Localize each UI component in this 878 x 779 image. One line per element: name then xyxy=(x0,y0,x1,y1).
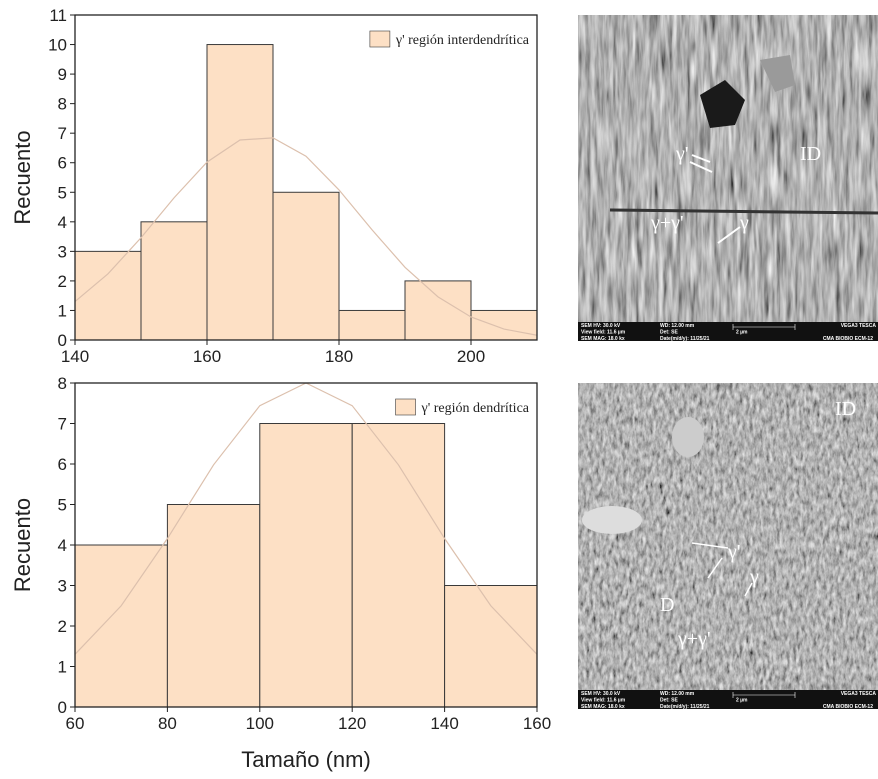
info-text: Det: SE xyxy=(660,330,678,336)
particle xyxy=(760,55,795,92)
phase-label: γ xyxy=(749,566,759,588)
info-text: View field: 11.6 µm xyxy=(581,698,626,704)
y-tick-label: 4 xyxy=(58,536,67,555)
phase-label: γ+γ' xyxy=(650,212,684,234)
legend-label: γ' región dendrítica xyxy=(421,401,530,416)
legend-swatch xyxy=(369,30,391,48)
x-tick-label: 60 xyxy=(66,714,85,733)
info-text: WD: 12.00 mm xyxy=(660,323,695,329)
info-text: VEGA3 TESCA xyxy=(841,691,877,697)
scratch xyxy=(609,208,878,215)
phase-label: ID xyxy=(800,143,821,165)
bar xyxy=(338,309,406,341)
bar xyxy=(470,309,538,341)
info-text: SEM HV: 30.0 kV xyxy=(581,323,621,329)
info-text: WD: 12.00 mm xyxy=(660,691,695,697)
bar xyxy=(166,504,261,708)
info-bar xyxy=(578,322,878,341)
x-tick-label: 140 xyxy=(61,347,89,366)
info-text: Date(m/d/y): 11/25/21 xyxy=(660,336,710,342)
bar xyxy=(259,423,353,708)
y-tick-label: 6 xyxy=(58,154,67,173)
sem-image-bottom xyxy=(578,383,878,709)
bar xyxy=(74,544,168,708)
info-text: SEM MAG: 18.0 kx xyxy=(581,336,625,342)
x-tick-label: 80 xyxy=(158,714,177,733)
bar xyxy=(74,250,142,341)
particle xyxy=(672,417,704,457)
bar xyxy=(272,191,340,341)
y-tick-label: 0 xyxy=(58,331,67,350)
y-tick-label: 4 xyxy=(58,213,67,232)
phase-label: γ' xyxy=(727,541,740,563)
y-tick-label: 3 xyxy=(58,577,67,596)
particle xyxy=(582,506,642,534)
bar xyxy=(351,423,446,708)
plot-frame xyxy=(74,14,538,341)
bar xyxy=(444,585,538,708)
info-text: 2 µm xyxy=(736,698,748,704)
info-text: CMA BIOBIO ECM-12 xyxy=(823,336,873,342)
phase-label: γ+γ' xyxy=(677,628,711,650)
legend-label: γ' región interdendrítica xyxy=(395,33,530,48)
phase-label: γ' xyxy=(675,143,688,165)
info-text: VEGA3 TESCA xyxy=(841,323,877,329)
y-tick-label: 11 xyxy=(49,6,67,25)
x-tick-label: 160 xyxy=(523,714,551,733)
info-bar xyxy=(578,690,878,709)
arrows xyxy=(689,154,741,244)
info-text: SEM HV: 30.0 kV xyxy=(581,691,621,697)
scale-bar xyxy=(732,324,796,330)
y-tick-label: 8 xyxy=(58,374,67,393)
phase-label: D xyxy=(660,594,674,616)
y-tick-label: 5 xyxy=(58,496,67,515)
bar xyxy=(140,221,208,341)
micrograph xyxy=(578,383,878,691)
y-tick-label: 0 xyxy=(58,698,67,717)
x-tick-label: 100 xyxy=(246,714,274,733)
y-tick-label: 1 xyxy=(58,301,67,320)
info-text: CMA BIOBIO ECM-12 xyxy=(823,704,873,710)
info-text: View field: 11.6 µm xyxy=(581,330,626,336)
info-text: 2 µm xyxy=(736,330,748,336)
y-tick-label: 7 xyxy=(58,124,67,143)
y-tick-label: 10 xyxy=(48,36,67,55)
x-tick-label: 160 xyxy=(193,347,221,366)
x-axis-label: Tamaño (nm) xyxy=(241,747,371,772)
y-tick-label: 9 xyxy=(58,65,67,84)
x-tick-label: 200 xyxy=(457,347,485,366)
y-axis-label: Recuento xyxy=(10,498,35,592)
fit-curve xyxy=(74,137,538,336)
y-tick-label: 2 xyxy=(58,272,67,291)
arrows xyxy=(691,542,753,597)
phase-label: ID xyxy=(835,398,856,420)
bar xyxy=(206,44,274,341)
y-tick-label: 5 xyxy=(58,183,67,202)
info-text: Det: SE xyxy=(660,698,678,704)
y-axis-label: Recuento xyxy=(10,130,35,224)
scale-bar xyxy=(732,692,796,698)
phase-label: γ xyxy=(739,212,749,234)
x-tick-label: 120 xyxy=(338,714,366,733)
info-text: Date(m/d/y): 11/25/21 xyxy=(660,704,710,710)
x-tick-label: 180 xyxy=(325,347,353,366)
legend-swatch xyxy=(395,398,416,416)
particle xyxy=(700,80,745,128)
sem-image-top xyxy=(578,15,878,341)
micrograph xyxy=(578,15,878,323)
y-tick-label: 1 xyxy=(58,658,67,677)
y-tick-label: 2 xyxy=(58,617,67,636)
y-tick-label: 7 xyxy=(58,415,67,434)
info-text: SEM MAG: 18.0 kx xyxy=(581,704,625,710)
y-tick-label: 6 xyxy=(58,455,67,474)
x-tick-label: 140 xyxy=(430,714,458,733)
y-tick-label: 3 xyxy=(58,242,67,261)
y-tick-label: 8 xyxy=(58,95,67,114)
